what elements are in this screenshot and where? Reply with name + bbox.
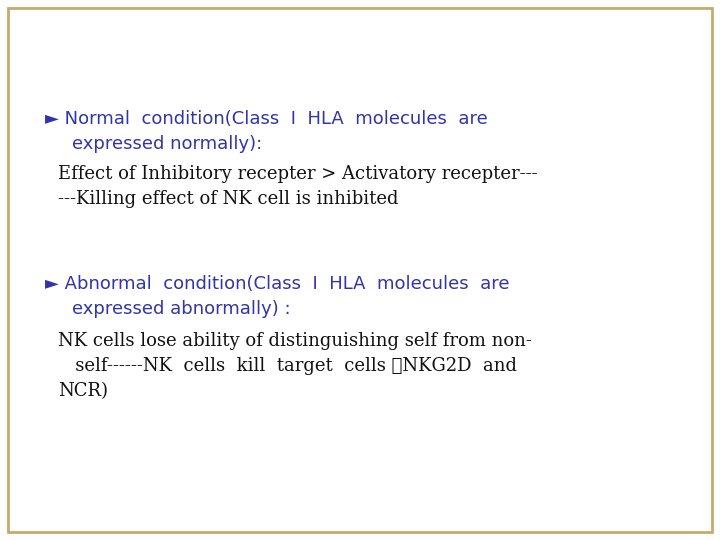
Text: ---Killing effect of NK cell is inhibited: ---Killing effect of NK cell is inhibite… [58, 190, 398, 208]
Text: self------NK  cells  kill  target  cells （NKG2D  and: self------NK cells kill target cells （NK… [58, 357, 517, 375]
Text: expressed abnormally) :: expressed abnormally) : [72, 300, 291, 318]
Text: NCR): NCR) [58, 382, 108, 400]
Text: ► Abnormal  condition(Class  Ⅰ  HLA  molecules  are: ► Abnormal condition(Class Ⅰ HLA molecul… [45, 275, 510, 293]
Text: ► Normal  condition(Class  Ⅰ  HLA  molecules  are: ► Normal condition(Class Ⅰ HLA molecules… [45, 110, 487, 128]
Text: Effect of Inhibitory recepter > Activatory recepter---: Effect of Inhibitory recepter > Activato… [58, 165, 538, 183]
Text: expressed normally):: expressed normally): [72, 135, 262, 153]
Text: NK cells lose ability of distinguishing self from non-: NK cells lose ability of distinguishing … [58, 332, 532, 350]
